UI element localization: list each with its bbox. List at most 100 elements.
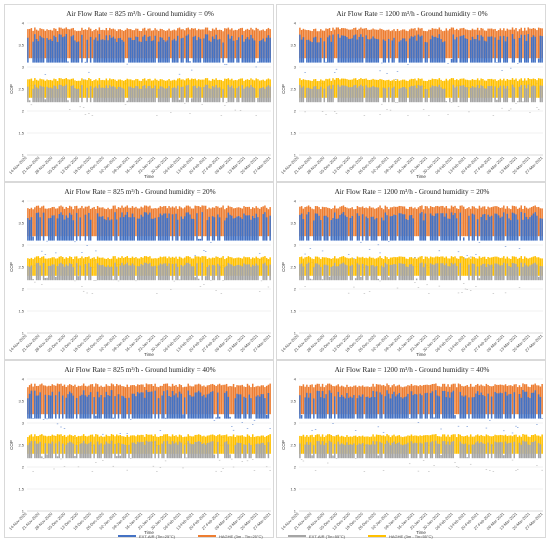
bar-ext-air-55 [227, 84, 230, 103]
bar-ext-air-25 [129, 419, 132, 420]
bar-haghe-25 [363, 386, 366, 415]
bar-ext-air-25 [311, 429, 313, 431]
bar-ext-air-55 [393, 86, 395, 103]
bar-ext-air-25 [253, 40, 256, 63]
bar-haghe-25 [201, 29, 203, 59]
bar-haghe-25 [536, 385, 538, 415]
bar-ext-air-25 [347, 397, 350, 419]
legend-swatch [118, 535, 136, 537]
bar-ext-air-25 [478, 394, 481, 419]
bar-ext-air-25 [262, 38, 264, 63]
bar-ext-air-25 [332, 218, 334, 241]
bar-ext-air-25 [496, 62, 498, 63]
bar-ext-air-25 [347, 254, 350, 255]
bar-ext-air-25 [469, 256, 472, 258]
bar-ext-air-25 [354, 430, 357, 431]
bar-ext-air-25 [164, 41, 167, 63]
bar-ext-air-25 [353, 35, 355, 63]
bar-ext-air-25 [457, 425, 460, 427]
bar-ext-air-25 [414, 393, 416, 419]
bar-haghe-25 [466, 208, 468, 237]
bar-ext-air-55 [138, 442, 141, 459]
bar-haghe-55 [422, 435, 425, 454]
bar-haghe-25 [95, 383, 97, 415]
bar-haghe-25 [377, 384, 380, 415]
bar-ext-air-25 [325, 215, 327, 241]
bar-haghe-25 [537, 206, 540, 237]
bar-haghe-25 [422, 385, 425, 415]
y-tick-label: 3.5 [290, 398, 296, 403]
bar-ext-air-55 [431, 441, 434, 459]
bar-haghe-55 [529, 78, 531, 98]
bar-ext-air-55 [203, 284, 205, 285]
bar-ext-air-25 [346, 216, 348, 241]
bar-ext-air-25 [445, 397, 448, 419]
bar-ext-air-55 [109, 443, 111, 459]
bar-ext-air-55 [328, 440, 331, 459]
bar-ext-air-25 [370, 397, 373, 419]
bar-ext-air-25 [192, 36, 195, 63]
bar-ext-air-25 [88, 394, 90, 419]
bar-haghe-25 [199, 207, 202, 237]
bar-ext-air-55 [246, 264, 249, 281]
bar-ext-air-55 [412, 443, 414, 459]
bar-ext-air-55 [72, 267, 74, 281]
bar-ext-air-25 [408, 38, 411, 63]
bar-haghe-25 [517, 387, 519, 415]
bar-haghe-55 [178, 256, 181, 276]
bar-haghe-25 [501, 30, 503, 59]
bar-ext-air-25 [164, 213, 167, 241]
bar-ext-air-25 [79, 217, 81, 241]
bar-ext-air-55 [461, 292, 463, 293]
y-tick-label: 2.5 [18, 442, 24, 447]
bar-ext-air-25 [510, 220, 512, 241]
bar-haghe-55 [408, 435, 411, 454]
bar-ext-air-55 [98, 84, 101, 103]
bar-ext-air-55 [149, 262, 151, 281]
bar-ext-air-55 [53, 468, 55, 470]
bar-ext-air-25 [349, 38, 352, 63]
bar-ext-air-55 [532, 263, 535, 281]
bar-ext-air-55 [363, 115, 366, 116]
bar-ext-air-55 [529, 444, 531, 459]
x-axis-label: Time [416, 530, 426, 535]
bar-haghe-55 [82, 80, 85, 98]
bar-ext-air-55 [358, 443, 360, 459]
bar-haghe-55 [454, 434, 456, 454]
bar-ext-air-55 [182, 467, 184, 469]
bar-ext-air-25 [55, 395, 57, 419]
bar-ext-air-25 [384, 212, 387, 241]
y-tick-label: 3.5 [18, 42, 24, 47]
bar-haghe-25 [46, 208, 48, 237]
bar-ext-air-55 [537, 109, 540, 110]
bar-haghe-55 [389, 80, 392, 98]
bar-ext-air-55 [375, 265, 378, 281]
bar-ext-air-25 [248, 39, 250, 63]
bar-ext-air-25 [189, 61, 191, 63]
bar-ext-air-55 [103, 266, 106, 281]
bar-haghe-55 [79, 80, 81, 98]
bar-ext-air-25 [530, 215, 533, 241]
bar-ext-air-55 [304, 444, 306, 459]
bar-haghe-25 [32, 386, 34, 415]
bar-haghe-25 [485, 383, 488, 415]
bar-ext-air-55 [42, 262, 45, 281]
bar-ext-air-25 [361, 214, 364, 241]
bar-ext-air-55 [337, 441, 339, 459]
bar-haghe-55 [511, 436, 514, 454]
bar-ext-air-55 [483, 443, 486, 459]
bar-ext-air-25 [325, 61, 327, 63]
bar-haghe-25 [450, 27, 453, 59]
bar-haghe-25 [515, 384, 517, 415]
bar-ext-air-55 [408, 264, 411, 281]
bar-ext-air-25 [471, 36, 474, 63]
bar-ext-air-25 [250, 219, 252, 241]
bar-ext-air-55 [332, 455, 334, 459]
bar-haghe-55 [461, 256, 463, 276]
bar-ext-air-55 [225, 265, 228, 281]
bar-ext-air-25 [307, 212, 310, 241]
legend-item-ext-air-55: EXT-AIR (Tin=55°C) [288, 532, 345, 540]
bar-ext-air-55 [222, 89, 224, 103]
bar-ext-air-25 [224, 220, 226, 241]
bar-ext-air-25 [110, 219, 113, 241]
